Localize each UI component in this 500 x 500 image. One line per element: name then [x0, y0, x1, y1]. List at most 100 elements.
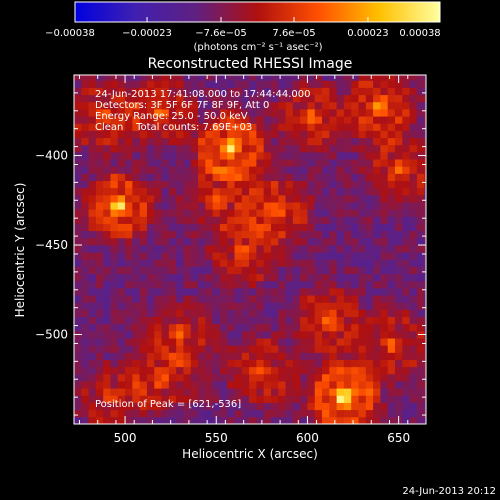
heatmap-cell — [190, 237, 199, 246]
heatmap-cell — [212, 173, 221, 181]
heatmap-cell — [307, 75, 316, 81]
heatmap-cell — [74, 130, 82, 139]
heatmap-cell — [183, 80, 192, 88]
heatmap-cell — [402, 330, 410, 339]
heatmap-cell — [256, 259, 265, 267]
heatmap-cell — [249, 381, 257, 389]
heatmap-cell — [198, 87, 206, 96]
heatmap-cell — [241, 144, 250, 153]
heatmap-cell — [139, 194, 148, 203]
heatmap-cell — [300, 209, 308, 217]
heatmap-cell — [416, 280, 425, 289]
heatmap-cell — [110, 159, 119, 167]
heatmap-cell — [183, 230, 192, 239]
heatmap-cell — [176, 287, 184, 296]
heatmap-cell — [168, 123, 177, 131]
heatmap-cell — [81, 187, 89, 196]
heatmap-cell — [146, 137, 155, 146]
heatmap-cell — [146, 166, 155, 174]
heatmap-cell — [88, 352, 97, 360]
heatmap-cell — [424, 87, 426, 96]
heatmap-cell — [117, 280, 126, 289]
heatmap-cell — [402, 180, 410, 189]
heatmap-cell — [154, 273, 162, 282]
heatmap-cell — [219, 237, 228, 246]
heatmap-cell — [263, 94, 272, 103]
heatmap-cell — [139, 381, 148, 389]
heatmap-cell — [249, 416, 257, 424]
heatmap-cell — [365, 159, 374, 167]
heatmap-cell — [358, 345, 367, 353]
heatmap-cell — [336, 295, 345, 303]
heatmap-cell — [117, 180, 126, 189]
heatmap-cell — [373, 166, 381, 174]
heatmap-cell — [387, 366, 396, 375]
heatmap-cell — [409, 223, 418, 232]
heatmap-cell — [270, 109, 279, 117]
heatmap-cell — [285, 345, 294, 353]
heatmap-cell — [402, 366, 410, 375]
heatmap-cell — [278, 381, 286, 389]
heatmap-cell — [270, 151, 279, 160]
heatmap-cell — [88, 266, 97, 275]
heatmap-cell — [329, 137, 338, 146]
heatmap-cell — [402, 323, 410, 332]
heatmap-cell — [227, 123, 235, 131]
heatmap-cell — [219, 159, 228, 167]
heatmap-cell — [314, 144, 323, 153]
heatmap-cell — [219, 137, 228, 146]
heatmap-cell — [365, 381, 374, 389]
heatmap-cell — [190, 416, 199, 424]
heatmap-cell — [161, 266, 170, 275]
heatmap-cell — [300, 359, 308, 368]
heatmap-cell — [256, 101, 265, 110]
heatmap-cell — [139, 316, 148, 325]
heatmap-cell — [190, 402, 199, 411]
heatmap-cell — [198, 151, 206, 160]
heatmap-cell — [154, 209, 162, 217]
heatmap-cell — [110, 116, 119, 124]
heatmap-cell — [110, 109, 119, 117]
heatmap-cell — [110, 295, 119, 303]
heatmap-cell — [351, 216, 359, 224]
heatmap-cell — [176, 316, 184, 325]
heatmap-cell — [132, 323, 141, 332]
heatmap-cell — [241, 80, 250, 88]
heatmap-cell — [300, 80, 308, 88]
heatmap-cell — [394, 166, 403, 174]
heatmap-cell — [219, 252, 228, 260]
heatmap-cell — [380, 345, 389, 353]
heatmap-cell — [219, 287, 228, 296]
heatmap-cell — [74, 116, 82, 124]
heatmap-cell — [329, 209, 338, 217]
heatmap-cell — [190, 409, 199, 418]
heatmap-cell — [278, 273, 286, 282]
heatmap-cell — [190, 388, 199, 396]
heatmap-cell — [365, 395, 374, 403]
heatmap-cell — [198, 266, 206, 275]
heatmap-cell — [300, 345, 308, 353]
heatmap-cell — [88, 309, 97, 318]
heatmap-cell — [409, 216, 418, 224]
heatmap-cell — [168, 187, 177, 196]
heatmap-cell — [373, 75, 381, 81]
heatmap-cell — [322, 216, 330, 224]
heatmap-cell — [278, 187, 286, 196]
heatmap-cell — [117, 209, 126, 217]
heatmap-cell — [380, 259, 389, 267]
heatmap-cell — [285, 159, 294, 167]
heatmap-cell — [409, 295, 418, 303]
heatmap-cell — [358, 302, 367, 310]
heatmap-cell — [343, 101, 352, 110]
heatmap-cell — [292, 173, 301, 181]
heatmap-cell — [110, 144, 119, 153]
heatmap-cell — [125, 101, 133, 110]
heatmap-cell — [292, 151, 301, 160]
heatmap-cell — [263, 137, 272, 146]
heatmap-cell — [146, 237, 155, 246]
heatmap-cell — [125, 187, 133, 196]
heatmap-cell — [103, 266, 111, 275]
heatmap-cell — [176, 345, 184, 353]
heatmap-cell — [322, 130, 330, 139]
heatmap-cell — [416, 202, 425, 210]
